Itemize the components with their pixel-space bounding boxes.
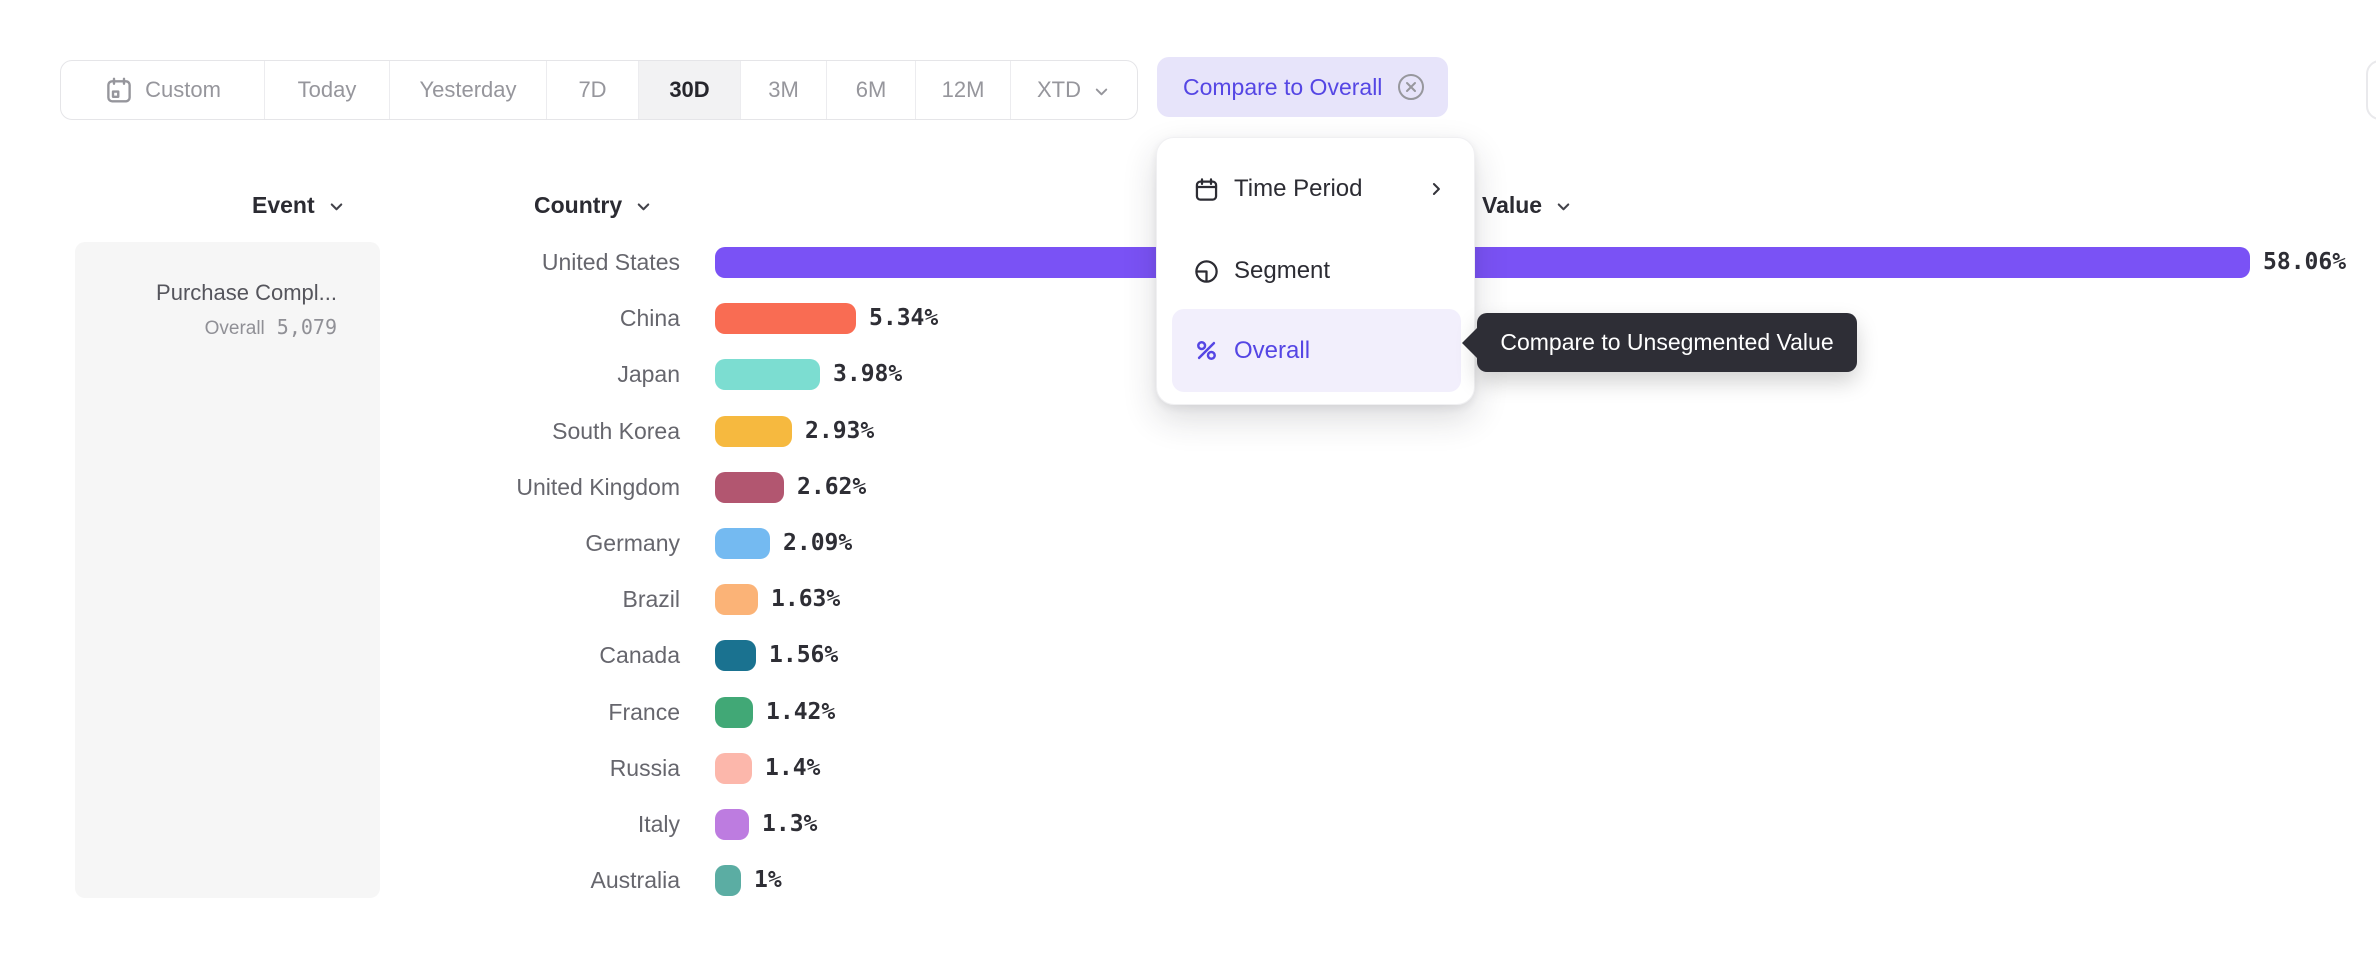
value-label: 2.62% <box>797 474 867 500</box>
date-range-picker: Custom Today Yesterday 7D 30D 3M 6M 12M XTD <box>60 60 1138 120</box>
tooltip-arrow <box>1462 326 1478 359</box>
value-label: 1% <box>754 867 782 893</box>
chevron-down-icon <box>1092 82 1111 101</box>
bar-brazil[interactable] <box>715 584 758 615</box>
tooltip: Compare to Unsegmented Value <box>1462 313 1857 372</box>
calendar-icon <box>1193 176 1220 203</box>
menu-item-label: Overall <box>1234 336 1311 364</box>
menu-item-segment[interactable]: Segment <box>1157 238 1474 304</box>
calendar-icon <box>104 75 134 105</box>
country-label: France <box>608 699 680 725</box>
value-label: 1.3% <box>762 811 818 837</box>
column-header-value[interactable]: Value <box>1482 189 1573 221</box>
country-label: Brazil <box>622 586 680 612</box>
value-label: 3.98% <box>833 361 903 387</box>
chevron-down-icon <box>634 197 653 216</box>
menu-item-time-period[interactable]: Time Period <box>1157 156 1474 222</box>
percent-icon <box>1193 337 1220 364</box>
bar-canada[interactable] <box>715 640 756 671</box>
country-label: Japan <box>617 361 680 387</box>
value-label: 1.42% <box>766 699 836 725</box>
event-header-label: Event <box>252 191 315 218</box>
country-label: Australia <box>590 867 680 893</box>
overall-value: 5,079 <box>276 315 337 339</box>
event-card[interactable]: Purchase Compl... Overall 5,079 <box>75 242 380 898</box>
close-circle-icon[interactable] <box>1396 72 1426 102</box>
country-label: United Kingdom <box>516 474 680 500</box>
bar-united-states[interactable] <box>715 247 2250 278</box>
menu-item-overall[interactable]: Overall <box>1172 309 1461 392</box>
value-label: 2.93% <box>805 418 875 444</box>
country-label: South Korea <box>552 418 680 444</box>
value-header-label: Value <box>1482 191 1543 218</box>
range-button-label: 30D <box>669 77 710 102</box>
range-button-custom[interactable]: Custom <box>61 61 264 119</box>
segment-icon <box>1193 258 1220 285</box>
value-label: 58.06% <box>2263 249 2347 275</box>
range-button-label: Yesterday <box>419 77 517 102</box>
range-button-label: 12M <box>941 77 985 102</box>
value-label: 1.63% <box>771 586 841 612</box>
range-button-6m[interactable]: 6M <box>826 61 915 119</box>
bar-russia[interactable] <box>715 753 752 784</box>
chevron-right-icon <box>1426 179 1446 199</box>
range-button-label: 7D <box>578 77 607 102</box>
clipped-panel-edge <box>2366 60 2376 120</box>
bar-china[interactable] <box>715 303 856 334</box>
range-button-label: Today <box>297 77 357 102</box>
range-button-label: XTD <box>1037 77 1081 102</box>
column-header-country[interactable]: Country <box>534 189 653 221</box>
range-button-today[interactable]: Today <box>264 61 389 119</box>
country-label: China <box>619 305 680 331</box>
menu-item-label: Segment <box>1234 257 1331 284</box>
value-label: 1.4% <box>765 755 821 781</box>
country-label: Canada <box>599 642 680 668</box>
range-button-12m[interactable]: 12M <box>915 61 1010 119</box>
bar-france[interactable] <box>715 697 753 728</box>
bar-italy[interactable] <box>715 809 749 840</box>
compare-chip-label: Compare to Overall <box>1183 73 1383 100</box>
bar-japan[interactable] <box>715 359 820 390</box>
value-label: 2.09% <box>783 530 853 556</box>
range-button-label: Custom <box>145 77 221 102</box>
value-label: 5.34% <box>869 305 939 331</box>
compare-to-overall-chip[interactable]: Compare to Overall <box>1157 57 1449 117</box>
bar-germany[interactable] <box>715 528 770 559</box>
overall-label: Overall <box>204 318 265 339</box>
country-label: Germany <box>585 530 680 556</box>
chevron-down-icon <box>1554 197 1573 216</box>
menu-item-label: Time Period <box>1234 175 1363 202</box>
value-label: 1.56% <box>769 642 839 668</box>
range-button-label: 3M <box>768 77 799 102</box>
range-button-yesterday[interactable]: Yesterday <box>389 61 546 119</box>
chevron-down-icon <box>327 197 346 216</box>
range-button-3m[interactable]: 3M <box>740 61 826 119</box>
country-label: Italy <box>637 811 680 837</box>
range-button-30d[interactable]: 30D <box>638 61 740 119</box>
range-button-7d[interactable]: 7D <box>546 61 638 119</box>
event-name: Purchase Compl... <box>156 280 337 305</box>
column-header-event[interactable]: Event <box>252 189 346 221</box>
country-label: United States <box>541 249 680 275</box>
country-header-label: Country <box>534 191 623 218</box>
bar-south-korea[interactable] <box>715 416 792 447</box>
bar-australia[interactable] <box>715 865 741 896</box>
tooltip-text: Compare to Unsegmented Value <box>1500 329 1834 355</box>
compare-dropdown-menu: Time Period Segment Overall <box>1156 137 1475 405</box>
range-button-xtd[interactable]: XTD <box>1010 61 1137 119</box>
range-button-label: 6M <box>855 77 887 102</box>
event-overall-row: Overall 5,079 <box>75 315 337 340</box>
country-label: Russia <box>609 755 680 781</box>
bar-united-kingdom[interactable] <box>715 472 784 503</box>
